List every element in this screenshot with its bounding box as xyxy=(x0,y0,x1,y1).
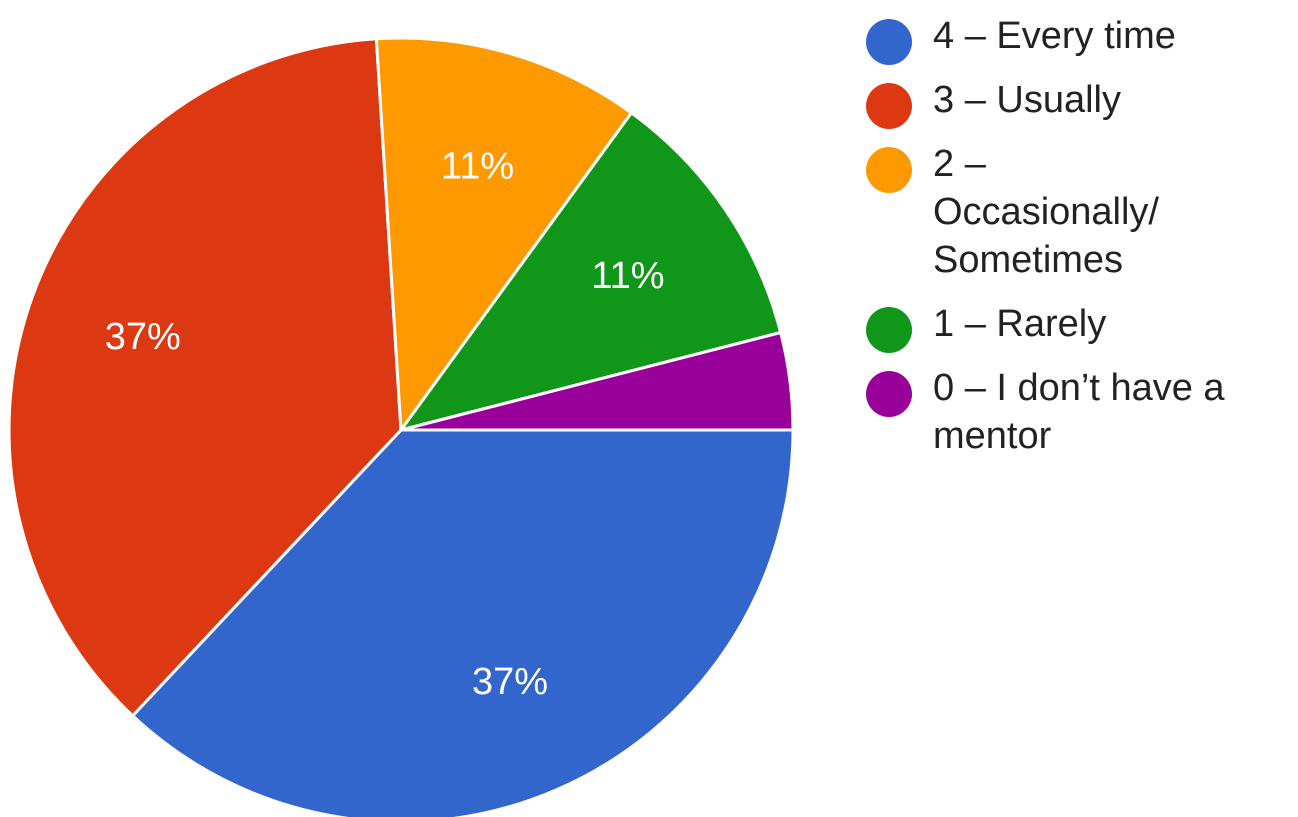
legend-swatch-occasionally xyxy=(866,147,912,193)
legend-swatch-usually xyxy=(866,83,912,129)
legend-item-every-time: 4 – Every time xyxy=(866,12,1296,65)
legend-swatch-every-time xyxy=(866,19,912,65)
pie-slices xyxy=(7,36,795,817)
pie-slice-every-time xyxy=(131,428,795,817)
legend-item-usually: 3 – Usually xyxy=(866,76,1296,129)
pie-labels: 37% 37% 11% 11% xyxy=(105,145,665,702)
legend-swatch-no-mentor xyxy=(866,371,912,417)
legend-label-rarely: 1 – Rarely xyxy=(933,303,1107,345)
legend: 4 – Every time 3 – Usually 2 – Occasiona… xyxy=(866,12,1296,476)
legend-item-occasionally: 2 – Occasionally/ Sometimes xyxy=(866,140,1296,284)
pie-slice-no-mentor xyxy=(399,331,795,432)
legend-label-usually: 3 – Usually xyxy=(933,79,1121,121)
pie-chart: 37% 37% 11% 11% xyxy=(7,36,795,817)
legend-item-no-mentor: 0 – I don’t have a mentor xyxy=(866,364,1296,460)
pie-slice-occasionally xyxy=(374,36,633,432)
legend-swatch-rarely xyxy=(866,307,912,353)
pie-slice-rarely xyxy=(399,111,783,432)
legend-label-occasionally: 2 – Occasionally/ Sometimes xyxy=(933,143,1159,281)
pie-slice-label-occasionally: 11% xyxy=(441,145,514,187)
legend-item-rarely: 1 – Rarely xyxy=(866,300,1296,353)
legend-label-every-time: 4 – Every time xyxy=(933,15,1176,57)
pie-slice-label-rarely: 11% xyxy=(591,255,664,297)
pie-slice-label-every-time: 37% xyxy=(472,661,548,703)
pie-slice-label-usually: 37% xyxy=(105,316,181,358)
pie-slice-usually xyxy=(7,37,403,718)
legend-label-no-mentor: 0 – I don’t have a mentor xyxy=(933,367,1225,457)
